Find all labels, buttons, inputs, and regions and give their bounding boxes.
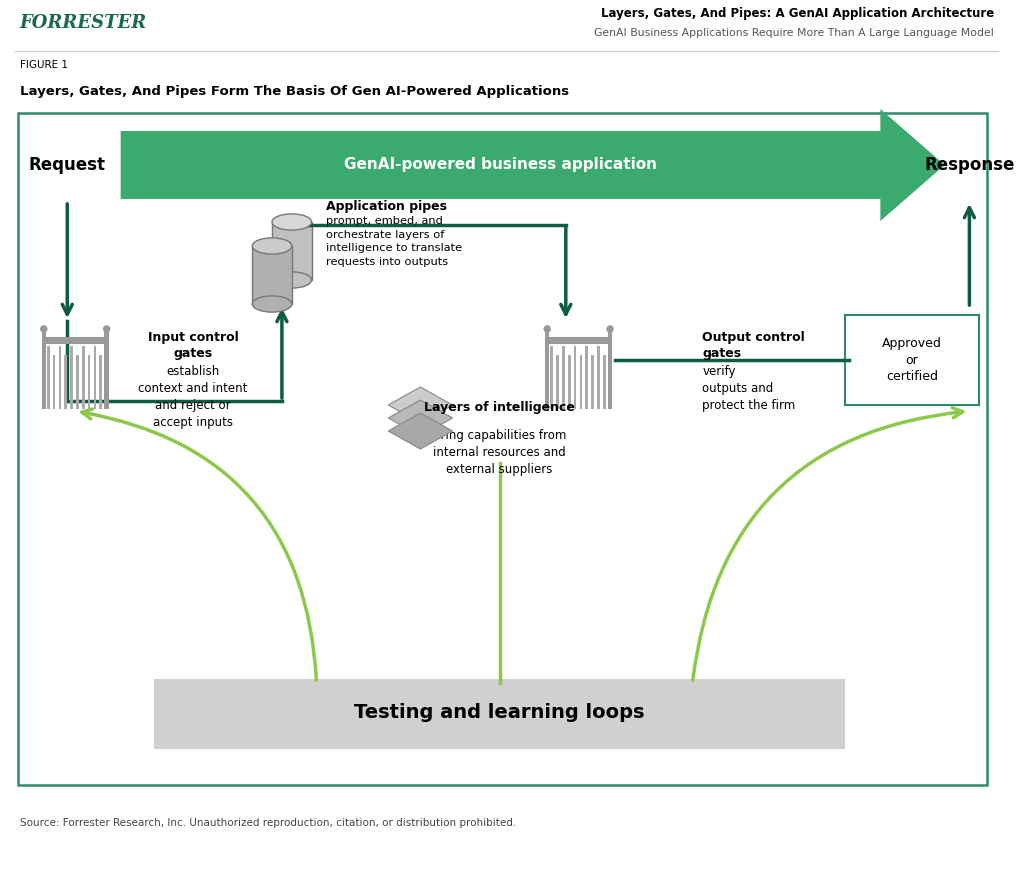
Text: prompt, embed, and
orchestrate layers of
intelligence to translate
requests into: prompt, embed, and orchestrate layers of… — [327, 216, 463, 267]
Ellipse shape — [272, 272, 311, 288]
Bar — [82, 346, 85, 409]
Ellipse shape — [272, 214, 311, 230]
Text: Output control
gates: Output control gates — [702, 331, 805, 360]
Bar — [591, 355, 594, 409]
Text: Response: Response — [925, 156, 1015, 174]
Bar — [556, 355, 559, 409]
Ellipse shape — [252, 296, 292, 313]
Bar — [573, 346, 577, 409]
Bar — [545, 327, 550, 409]
Bar — [88, 355, 90, 409]
Text: Application pipes: Application pipes — [327, 200, 447, 213]
Bar — [65, 355, 68, 409]
Bar — [580, 355, 583, 409]
Bar — [71, 346, 73, 409]
Circle shape — [40, 326, 47, 333]
Polygon shape — [121, 109, 945, 221]
Text: FORRESTER: FORRESTER — [19, 14, 147, 32]
Bar — [52, 355, 55, 409]
Text: establish
context and intent
and reject or
accept inputs: establish context and intent and reject … — [138, 365, 248, 429]
FancyBboxPatch shape — [155, 679, 845, 749]
Text: Layers, Gates, And Pipes Form The Basis Of Gen AI-Powered Applications: Layers, Gates, And Pipes Form The Basis … — [19, 85, 569, 98]
Text: Layers, Gates, And Pipes: A GenAI Application Architecture: Layers, Gates, And Pipes: A GenAI Applic… — [601, 6, 994, 19]
Bar — [47, 346, 49, 409]
Text: GenAI-powered business application: GenAI-powered business application — [344, 157, 657, 173]
Bar — [42, 327, 46, 409]
Bar — [603, 355, 605, 409]
Text: Input control
gates: Input control gates — [147, 331, 239, 360]
Text: Approved
or
certified: Approved or certified — [882, 336, 942, 383]
Bar — [562, 346, 565, 409]
Bar — [76, 355, 79, 409]
Bar — [545, 337, 612, 343]
Bar — [568, 355, 570, 409]
Text: FIGURE 1: FIGURE 1 — [19, 60, 68, 70]
FancyArrowPatch shape — [82, 409, 316, 680]
Text: GenAI Business Applications Require More Than A Large Language Model: GenAI Business Applications Require More… — [594, 28, 994, 38]
Bar — [586, 346, 588, 409]
Bar — [93, 346, 96, 409]
Polygon shape — [388, 400, 453, 436]
Bar — [58, 346, 61, 409]
Bar — [597, 346, 600, 409]
Circle shape — [102, 326, 111, 333]
Circle shape — [606, 326, 613, 333]
Ellipse shape — [252, 237, 292, 254]
Text: bring capabilities from
internal resources and
external suppliers: bring capabilities from internal resourc… — [433, 429, 566, 476]
Circle shape — [544, 326, 551, 333]
Bar — [550, 346, 553, 409]
Bar — [608, 327, 612, 409]
Text: verify
outputs and
protect the firm: verify outputs and protect the firm — [702, 365, 796, 412]
Bar — [104, 327, 109, 409]
Bar — [42, 337, 109, 343]
Text: Request: Request — [29, 156, 105, 174]
FancyBboxPatch shape — [17, 113, 987, 785]
Bar — [99, 355, 102, 409]
Bar — [272, 222, 311, 280]
Text: Layers of intelligence: Layers of intelligence — [424, 401, 574, 414]
Text: Source: Forrester Research, Inc. Unauthorized reproduction, citation, or distrib: Source: Forrester Research, Inc. Unautho… — [19, 818, 516, 828]
FancyArrowPatch shape — [693, 408, 963, 680]
FancyBboxPatch shape — [845, 315, 979, 405]
Text: Testing and learning loops: Testing and learning loops — [354, 704, 645, 723]
Bar — [252, 246, 292, 304]
Polygon shape — [388, 413, 453, 449]
Polygon shape — [388, 387, 453, 423]
